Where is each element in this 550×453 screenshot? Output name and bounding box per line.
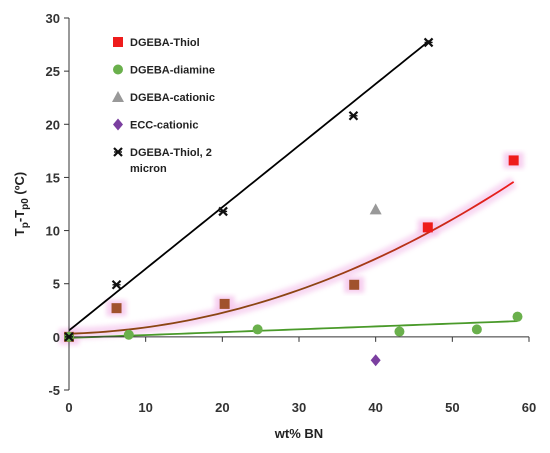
y-axis-title-sub1: p bbox=[20, 222, 31, 228]
x-tick-label: 10 bbox=[138, 400, 152, 415]
trendlines bbox=[68, 40, 518, 339]
x-tick-label: 40 bbox=[368, 400, 382, 415]
point-dgeba-thiol-2-micron bbox=[218, 206, 228, 217]
y-axis-title-sub2: p0 bbox=[20, 198, 31, 210]
legend-label-dgeba-thiol-2-micron: DGEBA-Thiol, 2 bbox=[130, 147, 212, 159]
point-dgeba-thiol bbox=[111, 303, 122, 314]
legend-marker-dgeba-thiol-2-micron bbox=[113, 147, 123, 157]
point-dgeba-thiol-2-micron bbox=[423, 37, 434, 48]
y-tick-label: 10 bbox=[46, 224, 60, 239]
y-tick-label: 5 bbox=[53, 277, 60, 292]
point-dgeba-thiol bbox=[349, 279, 360, 290]
y-tick-label: -5 bbox=[48, 383, 60, 398]
point-dgeba-thiol bbox=[508, 155, 519, 166]
x-tick-label: 30 bbox=[292, 400, 306, 415]
point-dgeba-thiol-2-micron bbox=[64, 332, 74, 342]
legend-marker-ecc-cationic bbox=[113, 118, 123, 131]
y-tick-label: 15 bbox=[46, 170, 60, 185]
x-tick-label: 0 bbox=[65, 400, 72, 415]
point-dgeba-thiol-2-micron bbox=[348, 111, 359, 121]
x-tick-label: 50 bbox=[445, 400, 459, 415]
point-dgeba-diamine bbox=[471, 324, 482, 335]
axes bbox=[64, 17, 530, 391]
trendline-dgeba-thiol bbox=[68, 181, 515, 335]
y-axis-title-main: T bbox=[12, 228, 27, 236]
legend: DGEBA-Thiol DGEBA-diamine DGEBA-cationic EC… bbox=[112, 37, 215, 175]
y-tick-label: 30 bbox=[46, 11, 60, 26]
point-dgeba-diamine bbox=[123, 329, 134, 340]
point-dgeba-diamine bbox=[512, 311, 523, 322]
tick-labels: -5 0 5 10 15 20 25 30 0 10 20 30 40 50 60 bbox=[46, 11, 537, 415]
point-ecc-cationic bbox=[370, 354, 381, 367]
y-axis-title: Tp-Tp0 (ºC) bbox=[12, 172, 31, 236]
trendline-dgeba-diamine bbox=[68, 320, 518, 339]
y-axis-title-unit: (ºC) bbox=[12, 172, 27, 198]
legend-label-ecc-cationic: ECC-cationic bbox=[130, 120, 198, 132]
legend-label-dgeba-diamine: DGEBA-diamine bbox=[130, 65, 215, 77]
y-tick-label: 0 bbox=[53, 330, 60, 345]
trendline-highlight bbox=[68, 176, 517, 340]
point-dgeba-diamine bbox=[252, 324, 263, 335]
point-dgeba-thiol-2-micron bbox=[111, 279, 122, 290]
legend-label-dgeba-thiol-2-micron: micron bbox=[130, 163, 167, 175]
point-dgeba-thiol bbox=[422, 222, 433, 233]
y-tick-label: 25 bbox=[46, 64, 60, 79]
legend-marker-dgeba-cationic bbox=[112, 91, 124, 102]
legend-marker-dgeba-thiol bbox=[113, 37, 123, 47]
x-tick-label: 60 bbox=[522, 400, 536, 415]
x-axis-title: wt% BN bbox=[274, 426, 323, 441]
highlight-layer bbox=[59, 152, 524, 345]
x-tick-label: 20 bbox=[215, 400, 229, 415]
data-points bbox=[64, 37, 523, 367]
y-axis-title-mid: -T bbox=[12, 210, 27, 222]
legend-label-dgeba-cationic: DGEBA-cationic bbox=[130, 92, 215, 104]
y-tick-label: 20 bbox=[46, 117, 60, 132]
trendline-dgeba-thiol-2-micron bbox=[68, 40, 430, 332]
point-dgeba-cationic bbox=[369, 203, 382, 215]
legend-label-dgeba-thiol: DGEBA-Thiol bbox=[130, 37, 200, 49]
point-dgeba-diamine bbox=[394, 326, 405, 337]
point-dgeba-thiol bbox=[219, 298, 230, 309]
legend-marker-dgeba-diamine bbox=[113, 64, 123, 75]
